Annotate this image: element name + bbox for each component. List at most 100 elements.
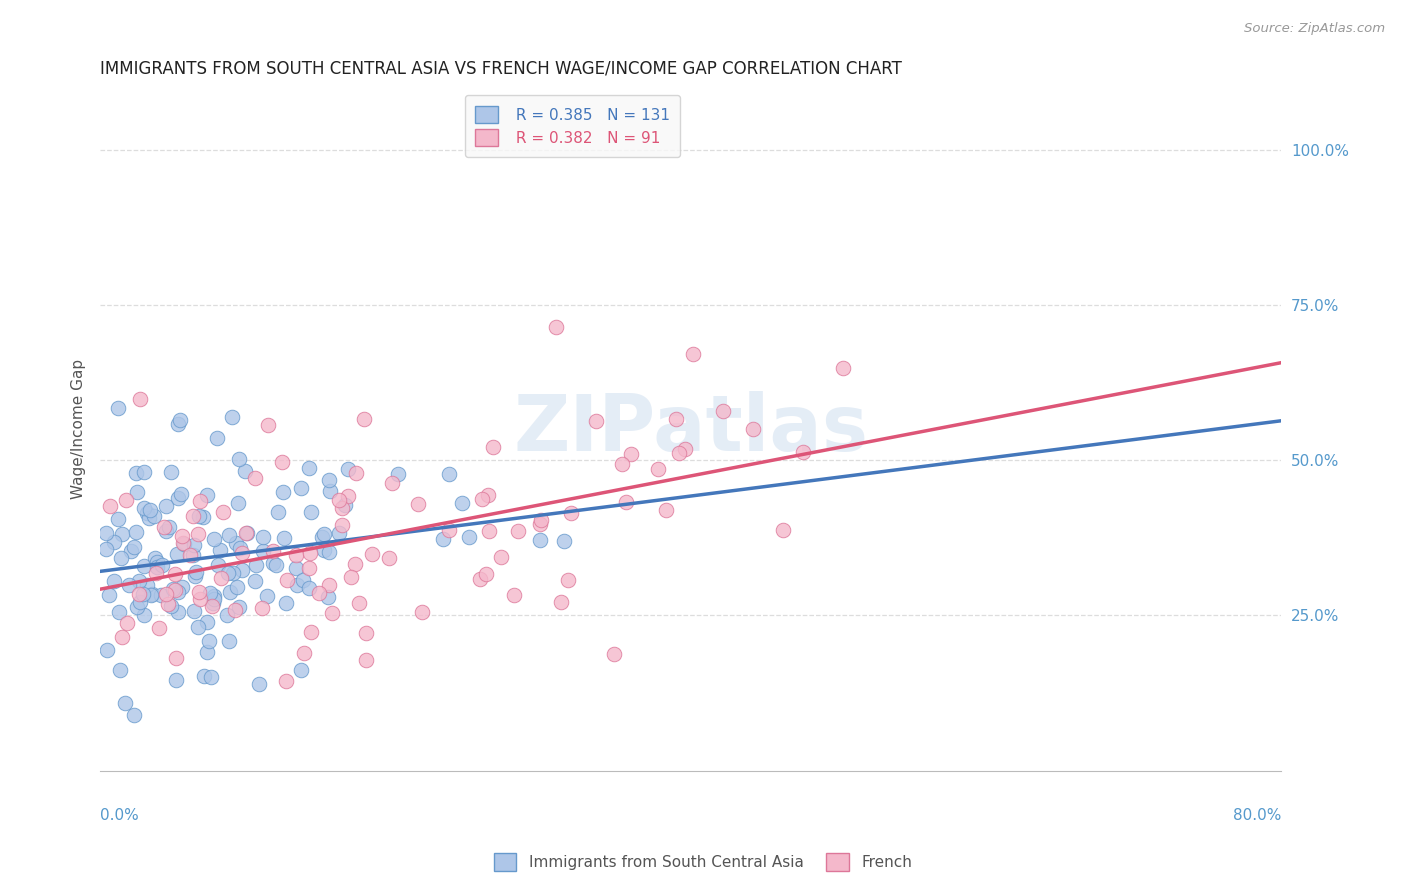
Point <box>125 599 148 614</box>
Point <box>478 524 501 538</box>
Point <box>125 484 148 499</box>
Point <box>252 601 274 615</box>
Point <box>115 492 138 507</box>
Point <box>262 556 284 570</box>
Point <box>529 533 551 547</box>
Point <box>482 441 505 455</box>
Point <box>129 392 152 406</box>
Point <box>262 544 284 558</box>
Point <box>136 578 159 592</box>
Point <box>231 546 253 560</box>
Point <box>553 533 575 548</box>
Point <box>406 497 429 511</box>
Point <box>226 496 249 510</box>
Point <box>245 471 267 485</box>
Point <box>245 558 267 573</box>
Point <box>170 487 193 501</box>
Point <box>647 461 669 475</box>
Point <box>166 605 188 619</box>
Point <box>219 584 242 599</box>
Text: 0.0%: 0.0% <box>100 808 139 823</box>
Point <box>298 582 321 596</box>
Point <box>122 540 145 554</box>
Point <box>107 512 129 526</box>
Point <box>347 595 370 609</box>
Point <box>318 473 340 487</box>
Point <box>188 508 211 523</box>
Point <box>291 573 314 587</box>
Point <box>457 531 479 545</box>
Point <box>603 647 626 661</box>
Point <box>333 498 356 512</box>
Point <box>387 467 409 481</box>
Point <box>544 320 567 334</box>
Point <box>682 347 704 361</box>
Point <box>111 630 134 644</box>
Y-axis label: Wage/Income Gap: Wage/Income Gap <box>72 359 86 500</box>
Point <box>620 447 643 461</box>
Point <box>134 500 156 515</box>
Point <box>378 550 401 565</box>
Point <box>328 526 350 541</box>
Point <box>94 541 117 556</box>
Point <box>292 646 315 660</box>
Point <box>205 431 228 445</box>
Point <box>560 506 582 520</box>
Point <box>108 605 131 619</box>
Point <box>191 510 214 524</box>
Point <box>287 578 309 592</box>
Point <box>411 605 433 619</box>
Point <box>120 543 142 558</box>
Point <box>235 526 257 541</box>
Point <box>139 503 162 517</box>
Point <box>274 596 297 610</box>
Point <box>332 500 354 515</box>
Point <box>314 527 336 541</box>
Point <box>195 645 218 659</box>
Point <box>202 591 225 606</box>
Point <box>668 445 690 459</box>
Point <box>118 577 141 591</box>
Point <box>290 481 312 495</box>
Point <box>271 484 294 499</box>
Point <box>503 588 526 602</box>
Point <box>273 531 295 545</box>
Point <box>243 574 266 589</box>
Point <box>222 566 245 581</box>
Point <box>299 505 322 519</box>
Point <box>139 588 162 602</box>
Point <box>195 615 218 629</box>
Point <box>217 566 239 581</box>
Legend:  R = 0.385   N = 131,  R = 0.382   N = 91: R = 0.385 N = 131, R = 0.382 N = 91 <box>465 95 681 157</box>
Point <box>156 597 179 611</box>
Point <box>228 600 250 615</box>
Point <box>212 505 235 519</box>
Point <box>290 663 312 677</box>
Point <box>129 594 152 608</box>
Point <box>316 590 339 604</box>
Point <box>132 587 155 601</box>
Point <box>141 587 163 601</box>
Point <box>111 527 134 541</box>
Point <box>200 670 222 684</box>
Point <box>450 496 472 510</box>
Point <box>170 529 193 543</box>
Point <box>188 585 211 599</box>
Point <box>236 526 259 541</box>
Point <box>173 536 195 550</box>
Point <box>665 411 688 425</box>
Point <box>96 643 118 657</box>
Point <box>166 547 188 561</box>
Point <box>256 417 278 432</box>
Point <box>157 520 180 534</box>
Point <box>150 558 173 573</box>
Point <box>832 360 855 375</box>
Point <box>218 633 240 648</box>
Point <box>160 465 183 479</box>
Point <box>186 565 208 579</box>
Point <box>529 516 551 531</box>
Point <box>202 596 225 610</box>
Point <box>233 464 256 478</box>
Point <box>314 542 336 557</box>
Point <box>437 467 460 481</box>
